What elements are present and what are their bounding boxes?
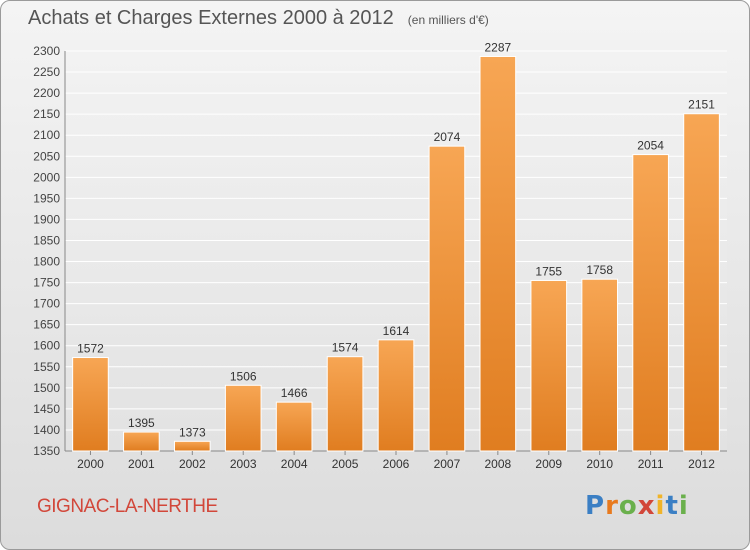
y-tick-label: 2100: [33, 128, 60, 142]
commune-name: GIGNAC-LA-NERTHE: [37, 496, 218, 517]
data-label: 1466: [281, 386, 308, 400]
bar: [326, 356, 364, 452]
y-tick-label: 1950: [33, 191, 60, 205]
x-tick-label: 2000: [77, 457, 104, 471]
y-tick-label: 1800: [33, 255, 60, 269]
bar: [530, 279, 568, 452]
bar: [683, 113, 720, 452]
x-tick-label: 2003: [230, 457, 257, 471]
chart-subtitle: (en milliers d'€): [407, 13, 489, 27]
bar: [275, 401, 313, 452]
data-label: 1373: [179, 425, 206, 439]
logo-letter: x: [637, 491, 656, 521]
bar: [632, 154, 669, 452]
data-label: 2151: [688, 98, 715, 112]
x-tick-label: 2012: [688, 457, 715, 471]
data-label: 2074: [434, 130, 461, 144]
y-tick-label: 1550: [33, 360, 60, 374]
bar: [377, 339, 415, 452]
chart-title: Achats et Charges Externes 2000 à 2012 (e…: [28, 7, 489, 30]
y-tick-label: 2050: [33, 149, 60, 163]
y-tick-label: 1700: [33, 297, 60, 311]
bar: [479, 55, 517, 452]
logo-letter: r: [605, 491, 619, 521]
data-label: 1574: [332, 341, 359, 355]
y-tick-label: 2250: [33, 65, 60, 79]
data-label: 1758: [586, 263, 613, 277]
x-tick-label: 2006: [383, 457, 410, 471]
data-label: 1755: [535, 264, 562, 278]
bar: [123, 431, 160, 452]
x-tick-label: 2009: [535, 457, 562, 471]
x-tick-label: 2010: [586, 457, 613, 471]
proxiti-logo: Proxiti: [585, 491, 689, 521]
y-tick-label: 1600: [33, 339, 60, 353]
x-tick-label: 2001: [128, 457, 155, 471]
bar: [173, 440, 211, 452]
logo-letter: P: [585, 491, 606, 521]
data-label: 1395: [128, 416, 155, 430]
x-tick-label: 2005: [332, 457, 359, 471]
bar: [581, 278, 619, 452]
data-label: 1506: [230, 369, 257, 383]
y-tick-label: 1400: [33, 423, 60, 437]
chart-title-text: Achats et Charges Externes 2000 à 2012: [28, 7, 394, 29]
y-tick-label: 1750: [33, 276, 60, 290]
bar: [224, 384, 262, 452]
y-tick-label: 2000: [33, 170, 60, 184]
logo-letter: t: [665, 491, 679, 521]
data-label: 2287: [484, 40, 511, 54]
logo-letter: o: [618, 491, 638, 521]
bar: [428, 145, 466, 452]
y-tick-label: 1900: [33, 212, 60, 226]
y-tick-label: 1500: [33, 381, 60, 395]
x-tick-label: 2008: [484, 457, 511, 471]
bar: [72, 357, 109, 452]
x-tick-label: 2002: [179, 457, 206, 471]
x-tick-label: 2007: [434, 457, 461, 471]
y-tick-label: 1450: [33, 402, 60, 416]
x-tick-label: 2004: [281, 457, 308, 471]
y-tick-label: 2200: [33, 86, 60, 100]
y-tick-label: 1650: [33, 318, 60, 332]
y-tick-label: 2300: [33, 44, 60, 58]
data-label: 2054: [637, 139, 664, 153]
y-tick-label: 2150: [33, 107, 60, 121]
logo-letter: i: [678, 491, 689, 521]
x-tick-label: 2011: [638, 457, 664, 471]
data-label: 1572: [77, 342, 104, 356]
y-tick-label: 1350: [33, 444, 60, 458]
y-tick-label: 1850: [33, 233, 60, 247]
data-label: 1614: [383, 324, 410, 338]
logo-letter: i: [655, 491, 666, 521]
